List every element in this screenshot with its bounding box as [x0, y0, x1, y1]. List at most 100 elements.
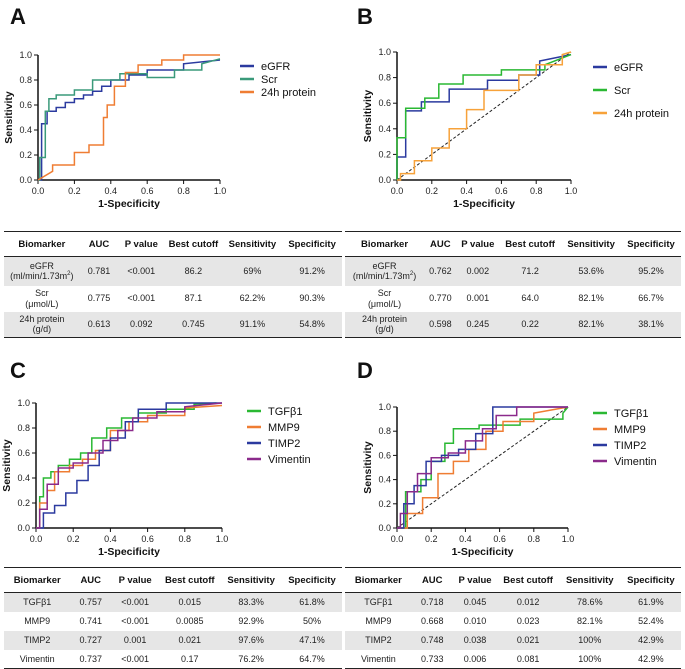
- y-tick-label: 0.2: [17, 498, 30, 508]
- specificity-cell: 38.1%: [621, 311, 681, 338]
- biomarker-cell: TIMP2: [4, 630, 71, 650]
- auc-cell: 0.757: [70, 592, 112, 612]
- y-tick-label: 0.6: [378, 98, 391, 108]
- p-value-cell: 0.002: [456, 256, 500, 286]
- y-axis-title: Sensitivity: [362, 441, 374, 494]
- y-tick-label: 0.8: [19, 75, 32, 85]
- y-tick-label: 0.4: [378, 475, 391, 485]
- biomarker-cell: eGFR (ml/min/1.73m2): [345, 256, 425, 286]
- x-tick-label: 0.0: [391, 186, 404, 196]
- y-tick-label: 0.0: [19, 175, 32, 185]
- y-tick-label: 0.2: [378, 149, 391, 159]
- p-value-cell: 0.092: [118, 311, 165, 338]
- x-axis-title: 1-Specificity: [452, 546, 514, 558]
- header-biomarker: Biomarker: [4, 567, 71, 593]
- table-row: TGFβ1 0.718 0.045 0.012 78.6% 61.9%: [345, 592, 681, 612]
- specificity-cell: 50%: [302, 615, 321, 626]
- p-value-cell: <0.001: [118, 256, 165, 286]
- x-tick-label: 1.0: [214, 186, 227, 196]
- y-tick-label: 0.6: [19, 100, 32, 110]
- roc-curve-scr: [38, 58, 221, 181]
- legend-label: TIMP2: [614, 440, 646, 452]
- x-tick-label: 0.8: [530, 186, 543, 196]
- roc-curve-vimentin: [36, 402, 223, 529]
- cutoff-cell: 0.081: [497, 649, 559, 669]
- auc-cell: 0.613: [79, 311, 119, 338]
- sensitivity-cell: 82.1%: [561, 311, 622, 338]
- y-axis-title: Sensitivity: [3, 91, 15, 144]
- cutoff-cell: 0.22: [499, 311, 562, 338]
- biomarker-cell: TIMP2: [345, 630, 412, 650]
- header-best-cutoff: Best cutoff: [164, 231, 223, 257]
- table-row: 24h protein (g/d) 0.613 0.092 0.745 91.1%…: [4, 311, 342, 338]
- x-axis-title: 1-Specificity: [98, 546, 160, 558]
- roc-chart-c: 0.00.0 0.2 0.2 0.4 0.4 0.6 0.6 0.8 0.8 1.0 1.0 1-Sp…: [1, 398, 311, 558]
- table-row: 24h protein (g/d) 0.598 0.245 0.22 82.1% …: [345, 311, 681, 338]
- legend-label: MMP9: [614, 424, 646, 436]
- legend-label: Scr: [261, 74, 278, 86]
- y-tick-label: 0.6: [378, 450, 391, 460]
- roc-curve-tgf-1: [397, 406, 569, 529]
- auc-cell: 0.718: [411, 592, 453, 612]
- y-tick-label: 0.4: [378, 124, 391, 134]
- legend-label: Vimentin: [614, 456, 657, 468]
- x-tick-label: 0.4: [460, 186, 473, 196]
- header-p-value: P value: [118, 231, 165, 257]
- table-row: Scr (μmol/L) 0.770 0.001 64.0 82.1% 66.7%: [345, 286, 681, 312]
- cutoff-cell: 0.012: [497, 592, 559, 612]
- x-axis-title: 1-Specificity: [453, 198, 515, 210]
- sensitivity-cell: 100%: [558, 630, 621, 650]
- header-sensitivity: Sensitivity: [220, 567, 282, 593]
- roc-curve-24h-protein: [37, 54, 220, 181]
- auc-cell: 0.741: [79, 615, 102, 626]
- header-biomarker: Biomarker: [4, 231, 80, 257]
- legend-label: 24h protein: [614, 108, 669, 120]
- legend-label: TGFβ1: [268, 406, 302, 418]
- x-tick-label: 0.2: [425, 534, 438, 544]
- header-auc: AUC: [411, 567, 453, 593]
- y-tick-label: 0.8: [378, 73, 391, 83]
- specificity-cell: 42.9%: [620, 630, 681, 650]
- x-tick-label: 0.0: [32, 186, 45, 196]
- header-specificity: Specificity: [281, 567, 342, 593]
- roc-curve-scr: [396, 53, 572, 180]
- table-row: Vimentin 0.737 <0.001 0.17 76.2% 64.7%: [4, 649, 342, 669]
- p-value-cell: <0.001: [121, 615, 150, 626]
- table-row: Scr (μmol/L) 0.775 <0.001 87.1 62.2% 90.3…: [4, 286, 342, 312]
- stats-table-b: Biomarker AUC P value Best cutoff Sensit…: [345, 231, 681, 338]
- legend-label: MMP9: [268, 422, 300, 434]
- table-row: TIMP2 0.748 0.038 0.021 100% 42.9%: [345, 630, 681, 650]
- y-tick-label: 0.6: [17, 448, 30, 458]
- biomarker-cell: TGFβ1: [4, 592, 71, 612]
- y-tick-label: 1.0: [19, 50, 32, 60]
- auc-cell: 0.762: [424, 256, 457, 286]
- x-tick-label: 0.2: [426, 186, 439, 196]
- legend-label: Scr: [614, 85, 631, 97]
- specificity-cell: 42.9%: [620, 649, 681, 669]
- p-value-cell: 0.045: [452, 592, 498, 612]
- biomarker-cell: MMP9: [365, 615, 392, 626]
- y-tick-label: 1.0: [378, 47, 391, 57]
- x-tick-label: 0.6: [495, 186, 508, 196]
- sensitivity-cell: 69%: [222, 256, 283, 286]
- sensitivity-cell: 82.1%: [577, 615, 603, 626]
- header-specificity: Specificity: [621, 231, 681, 257]
- specificity-cell: 66.7%: [638, 293, 664, 304]
- specificity-cell: 91.2%: [282, 256, 342, 286]
- y-tick-label: 0.8: [378, 426, 391, 436]
- cutoff-cell: 71.2: [499, 256, 562, 286]
- header-sensitivity: Sensitivity: [561, 231, 622, 257]
- table-header-row: Biomarker AUC P value Best cutoff Sensit…: [4, 231, 342, 257]
- sensitivity-cell: 78.6%: [558, 592, 621, 612]
- specificity-cell: 61.8%: [281, 592, 342, 612]
- header-auc: AUC: [79, 231, 119, 257]
- biomarker-cell: eGFR (ml/min/1.73m2): [4, 256, 80, 286]
- stats-table-a: Biomarker AUC P value Best cutoff Sensit…: [4, 231, 342, 338]
- p-value-cell: 0.245: [456, 311, 500, 338]
- table-header-row: Biomarker AUC P value Best cutoff Sensit…: [345, 567, 681, 593]
- p-value-cell: 0.001: [466, 293, 490, 304]
- sensitivity-cell: 91.1%: [222, 311, 283, 338]
- specificity-cell: 54.8%: [282, 311, 342, 338]
- header-best-cutoff: Best cutoff: [159, 567, 221, 593]
- panel-letter-c: C: [10, 358, 26, 383]
